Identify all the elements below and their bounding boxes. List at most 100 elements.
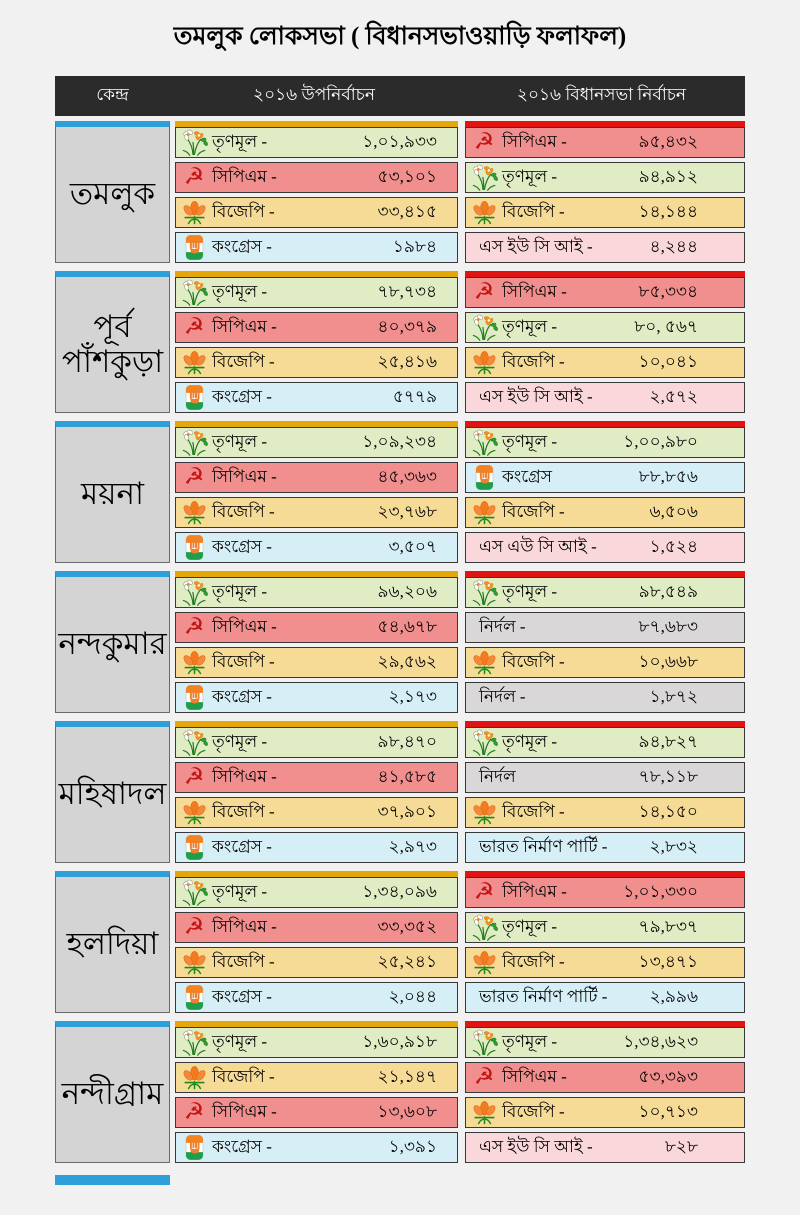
party-label: তৃণমূল -: [502, 1031, 558, 1051]
constituency-block: ময়না তৃণমূল - ১,০৯,২৩৪ ☭ সিপিএম - ৪৫,৩৬৩ ব…: [55, 421, 745, 563]
vote-count: ২৯,৫৬২: [377, 651, 437, 671]
constituency-block: হলদিয়া তৃণমূল - ১,৩৪,০৯৬ ☭ সিপিএম - ৩৩,৩৫২…: [55, 871, 745, 1013]
vote-count: ১,৩৪,০৯৬: [362, 881, 437, 901]
result-row: তৃণমূল - ৯৮,৪৭০: [175, 727, 458, 758]
column-accent-bar: [465, 721, 745, 727]
column-accent-bar: [175, 571, 458, 577]
column-accent-bar: [175, 121, 458, 127]
result-row: নির্দল - ৮৭,৬৮৩: [465, 612, 745, 643]
congress-hand-icon: [176, 984, 212, 1011]
result-row: বিজেপি - ১৪,১৫০: [465, 797, 745, 828]
party-label: সিপিএম -: [212, 316, 277, 336]
bjp-lotus-icon: [466, 349, 502, 376]
header-assembly-2016: ২০১৬ বিধানসভা নির্বাচন: [516, 85, 687, 104]
party-label: নির্দল -: [479, 616, 526, 636]
tmc-flower-icon: [176, 279, 212, 306]
vote-count: ৪১,৫৮৫: [377, 766, 437, 786]
result-row: কংগ্রেস - ১,৩৯১: [175, 1132, 458, 1163]
vote-count: ৩,৫০৭: [388, 536, 437, 556]
vote-count: ১৩,৪৭১: [638, 951, 698, 971]
constituency-name: নন্দীগ্রাম: [55, 1021, 170, 1163]
party-label: সিপিএম -: [212, 616, 277, 636]
assembly-results-column: তৃণমূল - ১,০০,৯৮০ কংগ্রেস ৮৮,৮৫৬ বিজেপি - ৬…: [465, 421, 745, 563]
constituency-block: পূর্ব পাঁশকুড়া তৃণমূল - ৭৮,৭৩৪ ☭ সিপিএম -…: [55, 271, 745, 413]
column-accent-bar: [465, 271, 745, 277]
result-row: বিজেপি - ১৪,১৪৪: [465, 197, 745, 228]
tmc-flower-icon: [176, 129, 212, 156]
party-label: তৃণমূল -: [502, 316, 558, 336]
constituency-name: মহিষাদল: [55, 721, 170, 863]
result-row: বিজেপি - ২১,১৪৭: [175, 1062, 458, 1093]
results-table: কেন্দ্র ২০১৬ উপনির্বাচন ২০১৬ বিধানসভা নি…: [55, 76, 745, 1185]
vote-count: ১,০১,৩৩০: [623, 881, 698, 901]
tmc-flower-icon: [466, 914, 502, 941]
vote-count: ৯৮,৪৭০: [377, 731, 437, 751]
column-accent-bar: [465, 871, 745, 877]
byelection-results-column: তৃণমূল - ১,০১,৯৩৩ ☭ সিপিএম - ৫৩,১০১ বিজেপি …: [175, 121, 458, 263]
constituency-name: নন্দকুমার: [55, 571, 170, 713]
vote-count: ২,১৭৩: [388, 686, 437, 706]
cpm-hammer-sickle-icon: ☭: [183, 764, 205, 790]
congress-hand-icon: [176, 1134, 212, 1161]
party-label: তৃণমূল -: [502, 731, 558, 751]
result-row: ☭ সিপিএম - ৫৪,৬৭৮: [175, 612, 458, 643]
result-row: কংগ্রেস - ৫৭৭৯: [175, 382, 458, 413]
party-label: নির্দল -: [479, 686, 526, 706]
tmc-flower-icon: [466, 314, 502, 341]
result-row: ☭ সিপিএম - ৫৩,৩৯৩: [465, 1062, 745, 1093]
party-label: সিপিএম -: [212, 166, 277, 186]
vote-count: ১০,০৪১: [638, 351, 698, 371]
result-row: কংগ্রেস - ১৯৮৪: [175, 232, 458, 263]
cpm-hammer-sickle-icon: ☭: [183, 614, 205, 640]
constituency-name: হলদিয়া: [55, 871, 170, 1013]
party-label: তৃণমূল -: [502, 581, 558, 601]
vote-count: ২৩,৭৬৮: [377, 501, 438, 521]
vote-count: ২৫,৪১৬: [377, 351, 437, 371]
result-row: বিজেপি - ১৩,৪৭১: [465, 947, 745, 978]
result-row: বিজেপি - ২৩,৭৬৮: [175, 497, 458, 528]
vote-count: ৫৭৭৯: [392, 386, 437, 406]
bjp-lotus-icon: [176, 799, 212, 826]
vote-count: ৮৫,৩৩৪: [638, 281, 698, 301]
header-centre: কেন্দ্র: [96, 85, 129, 104]
vote-count: ১,০১,৯৩৩: [362, 131, 437, 151]
vote-count: ১৩,৬০৮: [377, 1101, 437, 1121]
tmc-flower-icon: [466, 164, 502, 191]
assembly-results-column: তৃণমূল - ৯৮,৫৪৯ নির্দল - ৮৭,৬৮৩ বিজেপি - ১০…: [465, 571, 745, 713]
result-row: ভারত নির্মাণ পার্টি - ২,৯৯৬: [465, 982, 745, 1013]
cpm-hammer-sickle-icon: ☭: [183, 1099, 205, 1125]
party-label: বিজেপি -: [502, 801, 565, 821]
party-label: বিজেপি -: [212, 651, 275, 671]
party-label: কংগ্রেস: [502, 466, 553, 486]
party-label: সিপিএম -: [212, 466, 277, 486]
party-label: কংগ্রেস -: [212, 236, 272, 256]
vote-count: ৭৮,৭৩৪: [377, 281, 437, 301]
party-label: কংগ্রেস -: [212, 986, 272, 1006]
constituency-name: তমলুক: [55, 121, 170, 263]
assembly-results-column: তৃণমূল - ১,৩৪,৬২৩ ☭ সিপিএম - ৫৩,৩৯৩ বিজেপি …: [465, 1021, 745, 1163]
party-label: কংগ্রেস -: [212, 836, 272, 856]
party-label: তৃণমূল -: [212, 881, 268, 901]
party-label: বিজেপি -: [502, 351, 565, 371]
vote-count: ৮৮,৮৫৬: [638, 466, 698, 486]
column-accent-bar: [465, 571, 745, 577]
byelection-results-column: তৃণমূল - ৯৮,৪৭০ ☭ সিপিএম - ৪১,৫৮৫ বিজেপি - ৩…: [175, 721, 458, 863]
byelection-results-column: তৃণমূল - ১,৩৪,০৯৬ ☭ সিপিএম - ৩৩,৩৫২ বিজেপি …: [175, 871, 458, 1013]
party-label: বিজেপি -: [212, 951, 275, 971]
result-row: বিজেপি - ২৯,৫৬২: [175, 647, 458, 678]
party-label: বিজেপি -: [502, 1101, 565, 1121]
party-label: তৃণমূল -: [502, 916, 558, 936]
result-row: ☭ সিপিএম - ৯৫,৪৩২: [465, 127, 745, 158]
result-row: ভারত নির্মাণ পার্টি - ২,৮৩২: [465, 832, 745, 863]
party-label: বিজেপি -: [502, 201, 565, 221]
vote-count: ১০,৬৬৮: [638, 651, 698, 671]
cpm-hammer-sickle-icon: ☭: [183, 164, 205, 190]
vote-count: ৯৮,৫৪৯: [638, 581, 698, 601]
cpm-hammer-sickle-icon: ☭: [183, 914, 205, 940]
constituency-block: তমলুক তৃণমূল - ১,০১,৯৩৩ ☭ সিপিএম - ৫৩,১০১ ব…: [55, 121, 745, 263]
result-row: নির্দল ৭৮,১১৮: [465, 762, 745, 793]
vote-count: ৭৯,৮৩৭: [638, 916, 698, 936]
byelection-results-column: তৃণমূল - ১,৬০,৯১৮ বিজেপি - ২১,১৪৭ ☭ সিপিএম …: [175, 1021, 458, 1163]
byelection-results-column: তৃণমূল - ৭৮,৭৩৪ ☭ সিপিএম - ৪০,৩৭৯ বিজেপি - ২…: [175, 271, 458, 413]
result-row: কংগ্রেস - ২,৯৭৩: [175, 832, 458, 863]
